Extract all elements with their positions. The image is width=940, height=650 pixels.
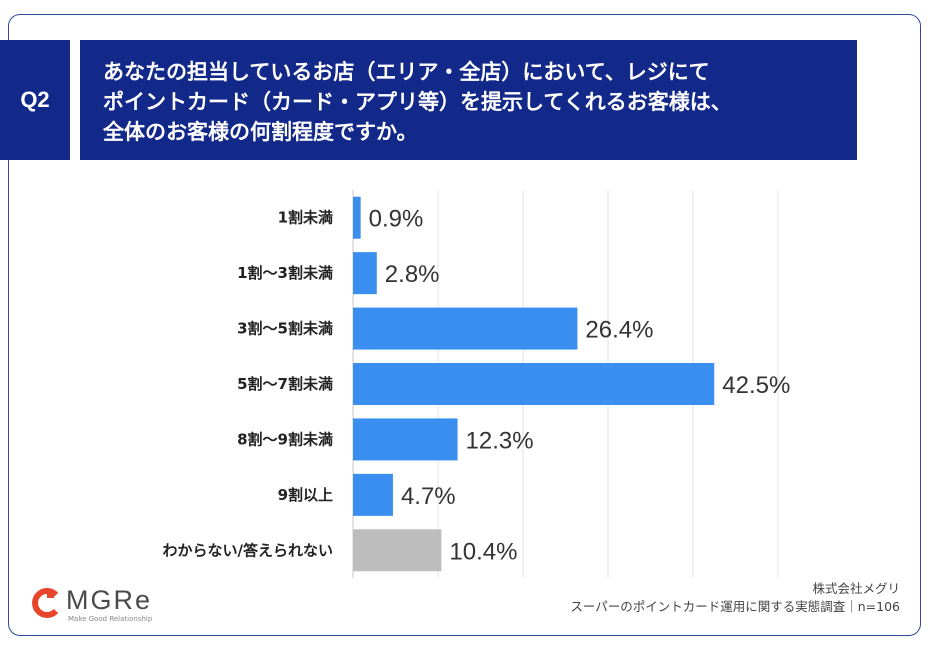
logo-text: MGRe — [66, 585, 153, 615]
bar — [353, 418, 458, 461]
question-number: Q2 — [0, 40, 70, 160]
bar — [353, 196, 361, 239]
question-line-2: ポイントカード（カード・アプリ等）を提示してくれるお客様は、 — [103, 90, 732, 114]
value-label: 42.5% — [722, 372, 790, 399]
value-label: 26.4% — [585, 317, 653, 344]
bar — [353, 529, 442, 572]
category-label: わからない/答えられない — [163, 541, 333, 559]
question-line-3: 全体のお客様の何割程度ですか。 — [103, 120, 418, 144]
footer-source: スーパーのポイントカード運用に関する実態調査｜n=106 — [570, 599, 900, 614]
question-line-1: あなたの担当しているお店（エリア・全店）において、レジにて — [103, 60, 710, 84]
category-label: 1割未満 — [278, 209, 333, 227]
logo-icon — [32, 588, 59, 618]
value-label: 4.7% — [401, 483, 456, 510]
bar — [353, 473, 393, 516]
mgre-logo: MGRe Make Good Relationship — [30, 585, 180, 625]
bar — [353, 252, 377, 295]
category-label: 3割〜5割未満 — [237, 320, 333, 338]
value-label: 2.8% — [385, 261, 440, 288]
value-label: 10.4% — [449, 538, 517, 565]
footer: 株式会社メグリ スーパーのポイントカード運用に関する実態調査｜n=106 — [570, 580, 900, 616]
category-label: 9割以上 — [278, 486, 333, 504]
footer-company: 株式会社メグリ — [812, 581, 900, 596]
value-label: 0.9% — [369, 206, 424, 233]
question-box: あなたの担当しているお店（エリア・全店）において、レジにて ポイントカード（カー… — [80, 40, 857, 160]
bar — [353, 363, 715, 405]
logo-subtitle: Make Good Relationship — [68, 615, 153, 623]
value-label: 12.3% — [466, 427, 534, 454]
bar — [353, 307, 578, 350]
category-label: 8割〜9割未満 — [237, 430, 333, 448]
category-label: 5割〜7割未満 — [237, 375, 333, 393]
category-label: 1割〜3割未満 — [237, 264, 333, 282]
